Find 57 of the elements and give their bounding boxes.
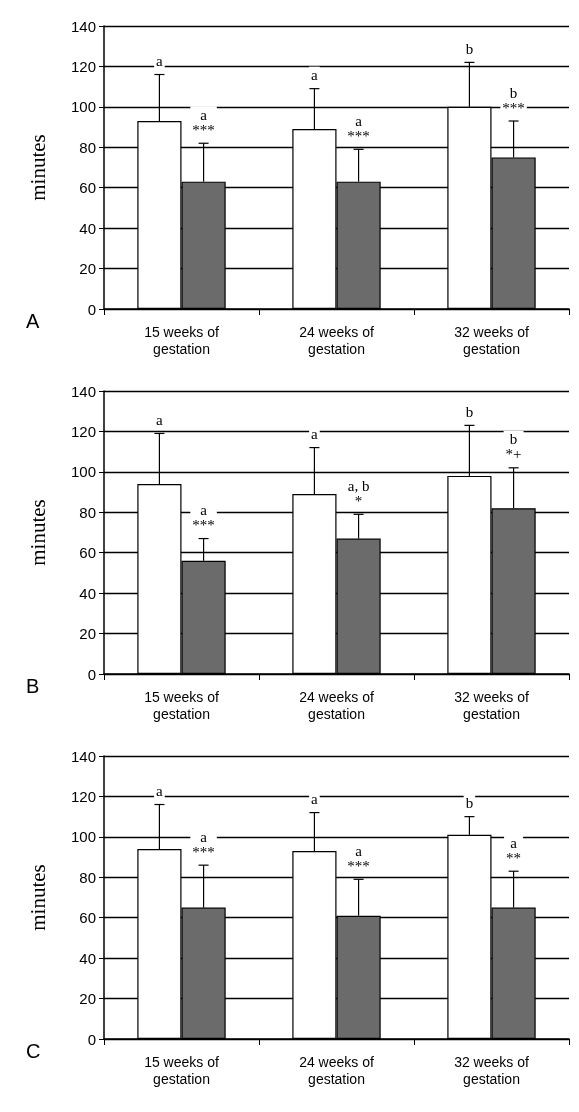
- annotation: b ***: [502, 84, 525, 116]
- y-tick-label: 100: [70, 463, 96, 481]
- x-tick-label: 15 weeks of gestation: [144, 323, 219, 357]
- x-tick-label: 32 weeks of gestation: [454, 688, 529, 722]
- y-tick-label: 140: [70, 17, 96, 35]
- x-tick-label: 15 weeks of gestation: [144, 1053, 219, 1087]
- annotation: b: [465, 795, 474, 812]
- y-axis-title: minutes: [25, 864, 50, 931]
- y-tick-label: 60: [79, 544, 96, 562]
- y-tick-label: 0: [87, 1030, 96, 1048]
- annotation: a ***: [347, 112, 370, 144]
- annotation: a: [156, 53, 164, 70]
- x-tick-label: 32 weeks of gestation: [454, 1053, 529, 1087]
- annotation: b: [465, 40, 474, 57]
- y-tick-label: 0: [87, 665, 96, 683]
- y-tick-label: 100: [70, 828, 96, 846]
- annotation: a ***: [192, 106, 215, 138]
- y-tick-label: 120: [70, 422, 96, 440]
- annotation: a **: [506, 834, 522, 866]
- y-axis-title: minutes: [25, 499, 50, 566]
- annotation: a ***: [347, 842, 370, 874]
- y-axis-title: minutes: [25, 134, 50, 201]
- y-tick-label: 40: [79, 584, 96, 602]
- annotation: b *+: [505, 431, 522, 463]
- y-tick-label: 60: [79, 179, 96, 197]
- y-tick-label: 20: [79, 990, 96, 1008]
- y-tick-label: 140: [70, 747, 96, 765]
- y-tick-label: 80: [79, 138, 96, 156]
- x-tick-label: 24 weeks of gestation: [299, 323, 374, 357]
- y-tick-label: 40: [79, 219, 96, 237]
- y-tick-label: 80: [79, 503, 96, 521]
- y-tick-label: 80: [79, 868, 96, 886]
- text: C: [26, 1040, 41, 1062]
- y-tick-label: 0: [87, 300, 96, 318]
- x-tick-label: 24 weeks of gestation: [299, 688, 374, 722]
- y-tick-label: 140: [70, 382, 96, 400]
- annotation: b: [465, 403, 474, 420]
- x-tick-label: 32 weeks of gestation: [454, 323, 529, 357]
- annotation: a: [311, 67, 319, 84]
- annotation: a: [156, 783, 164, 800]
- text: B: [26, 675, 40, 697]
- text: A: [26, 310, 40, 332]
- annotation: a ***: [192, 502, 215, 534]
- annotation: a: [156, 411, 164, 428]
- y-tick-label: 100: [70, 98, 96, 116]
- annotation: a, b *: [347, 477, 370, 509]
- x-tick-label: 15 weeks of gestation: [144, 688, 219, 722]
- y-tick-label: 120: [70, 57, 96, 75]
- annotation: a ***: [192, 828, 215, 860]
- y-tick-label: 20: [79, 625, 96, 643]
- annotation: a: [311, 426, 319, 443]
- y-tick-label: 20: [79, 260, 96, 278]
- y-tick-label: 120: [70, 787, 96, 805]
- x-tick-label: 24 weeks of gestation: [299, 1053, 374, 1087]
- annotation: a: [311, 791, 319, 808]
- y-tick-label: 60: [79, 909, 96, 927]
- y-tick-label: 40: [79, 949, 96, 967]
